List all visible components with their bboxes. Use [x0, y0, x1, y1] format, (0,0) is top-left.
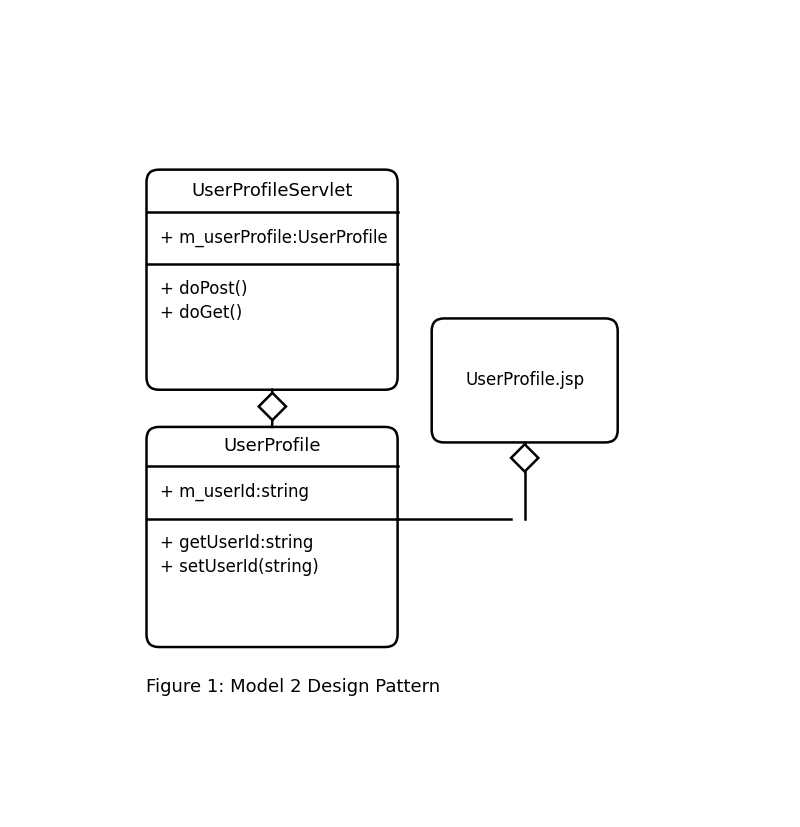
Text: UserProfile: UserProfile — [223, 437, 321, 456]
Text: + m_userId:string: + m_userId:string — [160, 483, 309, 501]
FancyBboxPatch shape — [432, 318, 618, 442]
FancyBboxPatch shape — [146, 427, 398, 647]
Text: UserProfileServlet: UserProfileServlet — [191, 182, 353, 199]
Text: + getUserId:string: + getUserId:string — [160, 534, 314, 552]
Text: + doGet(): + doGet() — [160, 304, 242, 322]
Text: + m_userProfile:UserProfile: + m_userProfile:UserProfile — [160, 229, 388, 247]
Text: + doPost(): + doPost() — [160, 280, 248, 299]
Text: Figure 1: Model 2 Design Pattern: Figure 1: Model 2 Design Pattern — [146, 678, 441, 696]
FancyBboxPatch shape — [146, 170, 398, 390]
Text: + setUserId(string): + setUserId(string) — [160, 558, 319, 576]
Text: UserProfile.jsp: UserProfile.jsp — [465, 371, 584, 390]
